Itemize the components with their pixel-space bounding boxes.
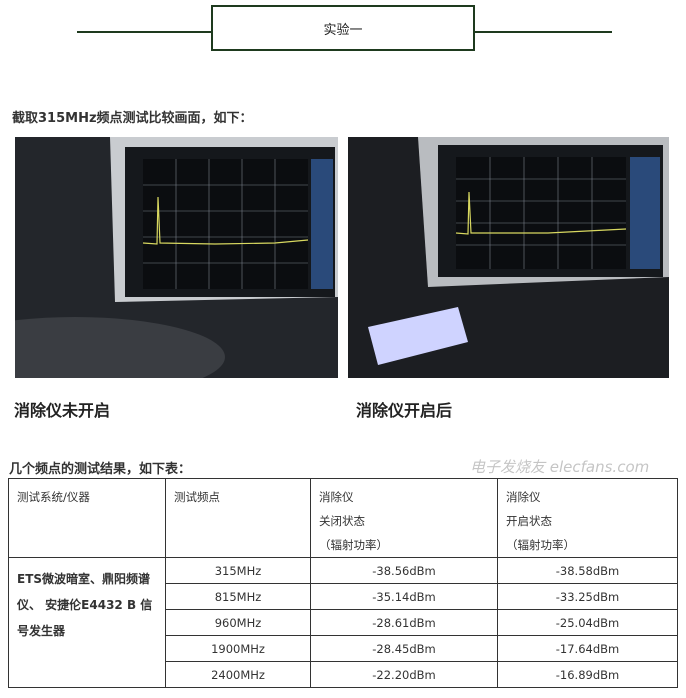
photo-analyzer-off	[15, 137, 338, 378]
off-cell: -22.20dBm	[310, 661, 498, 688]
freq-cell: 960MHz	[165, 609, 311, 636]
freq-cell: 815MHz	[165, 583, 311, 610]
off-cell: -38.56dBm	[310, 557, 498, 584]
header-off: 消除仪 关闭状态 （辐射功率）	[310, 478, 498, 558]
divider-right	[475, 31, 612, 33]
off-cell: -35.14dBm	[310, 583, 498, 610]
intro-text: 截取315MHz频点测试比较画面，如下：	[12, 111, 253, 126]
freq-cell: 2400MHz	[165, 661, 311, 688]
off-cell: -28.45dBm	[310, 635, 498, 662]
on-cell: -33.25dBm	[497, 583, 678, 610]
on-cell: -25.04dBm	[497, 609, 678, 636]
on-cell: -17.64dBm	[497, 635, 678, 662]
system-cell: ETS微波暗室、鼎阳频谱仪、 安捷伦E4432 B 信号发生器	[8, 557, 166, 688]
photo-caption-off: 消除仪未开启	[14, 401, 111, 420]
table-row: 2400MHz -22.20dBm -16.89dBm	[9, 661, 678, 688]
spectrum-analyzer-image	[348, 137, 669, 378]
photo-caption-on: 消除仪开启后	[356, 401, 453, 420]
table-intro: 几个频点的测试结果，如下表：	[9, 462, 192, 477]
section-title: 实验一	[211, 5, 475, 51]
on-cell: -38.58dBm	[497, 557, 678, 584]
freq-cell: 315MHz	[165, 557, 311, 584]
header-on: 消除仪 开启状态 （辐射功率）	[497, 478, 678, 558]
table-row: ETS微波暗室、鼎阳频谱仪、 安捷伦E4432 B 信号发生器 315MHz -…	[8, 557, 678, 688]
spectrum-analyzer-image	[15, 137, 338, 378]
off-cell: -28.61dBm	[310, 609, 498, 636]
on-cell: -16.89dBm	[497, 661, 678, 688]
results-table: 测试系统/仪器 测试频点 消除仪 关闭状态 （辐射功率） 消除仪 开启状态 （辐射功率）…	[8, 478, 678, 688]
photo-analyzer-on	[348, 137, 669, 378]
watermark: 电子发烧友 elecfans.com	[470, 458, 650, 476]
table-row: 960MHz -28.61dBm -25.04dBm	[9, 609, 678, 636]
header-system: 测试系统/仪器	[8, 478, 166, 558]
table-row: 1900MHz -28.45dBm -17.64dBm	[9, 635, 678, 662]
freq-cell: 1900MHz	[165, 635, 311, 662]
divider-left	[77, 31, 211, 33]
table-row: 815MHz -35.14dBm -33.25dBm	[9, 583, 678, 610]
header-frequency: 测试频点	[165, 478, 311, 558]
table-header-row: 测试系统/仪器 测试频点 消除仪 关闭状态 （辐射功率） 消除仪 开启状态 （辐射功率）	[8, 478, 678, 558]
